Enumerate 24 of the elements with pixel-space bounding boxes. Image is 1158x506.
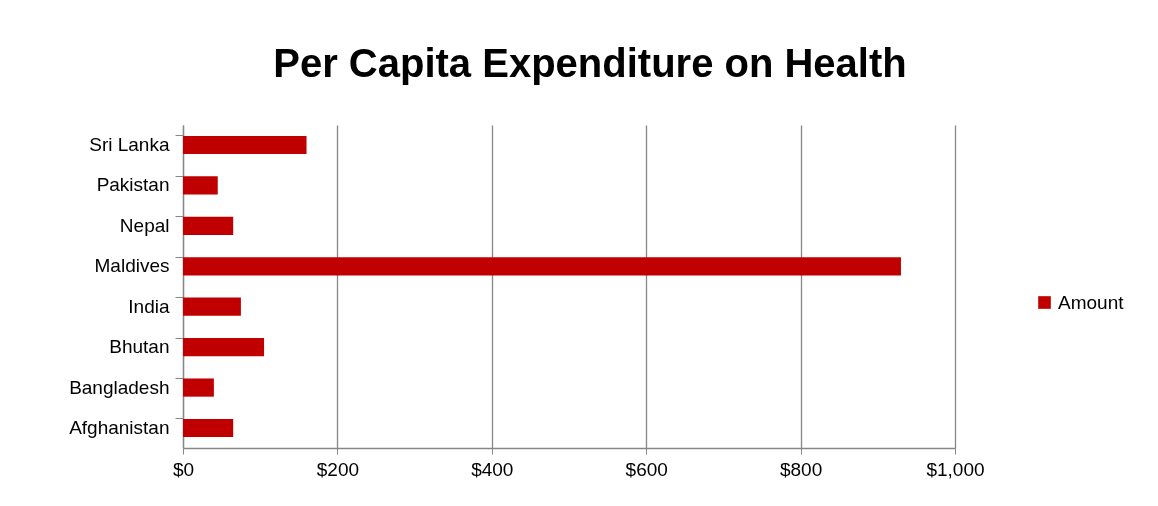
x-tick-label: $1,000 <box>926 458 985 480</box>
bar <box>183 418 234 438</box>
bar <box>183 257 901 276</box>
bar <box>183 135 307 155</box>
bar <box>183 297 241 316</box>
bar <box>183 378 214 397</box>
y-tick-label: Bhutan <box>109 336 170 358</box>
bar <box>183 338 265 357</box>
y-tick-label: Maldives <box>94 255 170 277</box>
y-tick-label: Sri Lanka <box>89 134 170 156</box>
x-tick-label: $200 <box>316 458 360 480</box>
x-tick-label: $800 <box>779 458 823 480</box>
y-tick-label: Afghanistan <box>69 416 170 438</box>
x-tick-label: $400 <box>471 458 514 480</box>
legend-label: Amount <box>1058 291 1125 313</box>
y-tick-label: Nepal <box>119 214 170 236</box>
y-tick-label: Bangladesh <box>69 376 170 398</box>
y-tick-label: India <box>128 295 170 317</box>
y-tick-label: Pakistan <box>96 174 170 196</box>
bar <box>183 216 234 235</box>
x-tick-label: $0 <box>172 458 195 480</box>
bar <box>183 176 218 195</box>
chart-title: Per Capita Expenditure on Health <box>273 41 907 85</box>
x-tick-label: $600 <box>625 458 668 480</box>
